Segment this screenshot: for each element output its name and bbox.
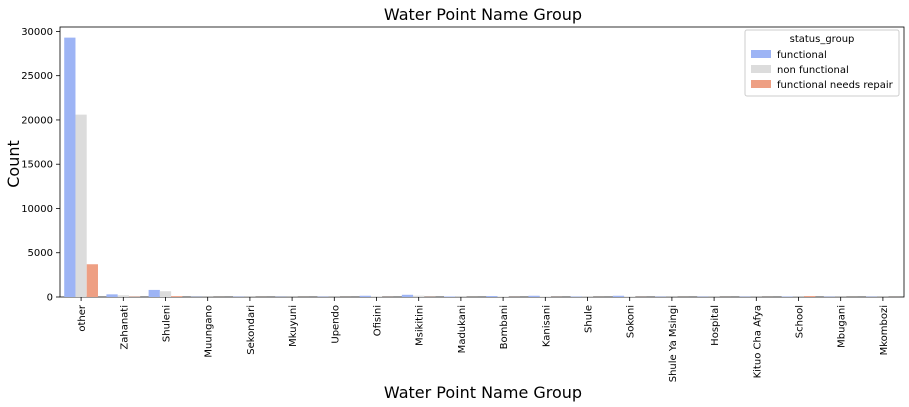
y-axis: 0 5000 10000 15000 20000 25000 30000 (21, 27, 60, 304)
x-tick-label: School (795, 305, 806, 338)
bar-non-functional-shuleni (159, 291, 172, 297)
bar-functional-shuleni (148, 289, 160, 297)
legend-swatch (751, 80, 771, 88)
x-tick-label: Upendo (330, 305, 341, 344)
bar-functional-bombani (486, 296, 498, 297)
x-tick-label: Hospital (710, 305, 721, 346)
bar-functional-msikitini (401, 294, 414, 297)
x-tick-label: Msikitini (415, 305, 426, 346)
bar-non-functional-sokoni (624, 296, 636, 297)
legend-title: status_group (790, 34, 855, 45)
bar-functional-needs-repair-school (804, 296, 816, 297)
bar-non-functional-other (75, 114, 87, 297)
legend: status_group functional non functional func… (744, 29, 900, 97)
bar-functional-other (64, 37, 76, 297)
legend-swatch (751, 65, 771, 73)
y-tick-label: 20000 (21, 115, 53, 126)
x-tick-label: Bombani (499, 305, 510, 349)
x-tick-label: Mkombozi (879, 305, 890, 355)
x-tick-label: Muungano (204, 305, 215, 358)
x-tick-label: Zahanati (119, 305, 130, 350)
x-tick-label: Ofisini (373, 305, 384, 336)
x-tick-label: Shule Ya Msingi (668, 305, 679, 382)
y-tick-label: 0 (47, 293, 53, 304)
y-axis-label: Count (4, 140, 23, 188)
bar-non-functional-ofisini (370, 296, 383, 297)
x-axis: other Zahanati Shuleni Muungano Sekondari Mku… (77, 297, 890, 382)
legend-label: non functional (777, 65, 849, 76)
bar-functional-needs-repair-shuleni (171, 296, 183, 297)
x-tick-label: Mbugani (837, 305, 848, 348)
bar-functional-sokoni (612, 295, 625, 297)
y-tick-label: 5000 (28, 248, 53, 259)
x-tick-label: Sokoni (626, 305, 637, 338)
legend-label: functional needs repair (777, 80, 894, 91)
y-tick-label: 10000 (21, 204, 53, 215)
chart-title: Water Point Name Group (384, 5, 582, 24)
bar-non-functional-bombani (497, 296, 509, 297)
legend-swatch (751, 50, 771, 58)
y-tick-label: 30000 (21, 27, 53, 38)
bar-non-functional-msikitini (413, 295, 425, 297)
x-tick-label: Mkuyuni (288, 305, 299, 347)
bar-non-functional-kanisani (539, 296, 551, 297)
legend-frame (744, 29, 900, 97)
x-tick-label: Kanisani (541, 305, 552, 347)
y-tick-label: 15000 (21, 160, 53, 171)
legend-label: functional (777, 50, 827, 61)
x-tick-label: Shuleni (162, 305, 173, 342)
bar-functional-madukani (444, 296, 456, 297)
x-tick-label: Shule (584, 305, 595, 333)
x-axis-label: Water Point Name Group (384, 383, 582, 402)
bar-functional-ofisini (359, 295, 371, 297)
bar-functional-kanisani (528, 295, 540, 297)
y-tick-label: 25000 (21, 71, 53, 82)
x-tick-label: Madukani (457, 305, 468, 353)
x-tick-label: Kituo Cha Afya (752, 305, 763, 378)
bar-functional-zahanati (106, 294, 118, 297)
x-tick-label: other (77, 304, 88, 332)
x-tick-label: Sekondari (246, 305, 257, 355)
bar-non-functional-zahanati (117, 295, 129, 297)
bar-functional-needs-repair-other (86, 264, 98, 297)
bars (64, 37, 900, 297)
